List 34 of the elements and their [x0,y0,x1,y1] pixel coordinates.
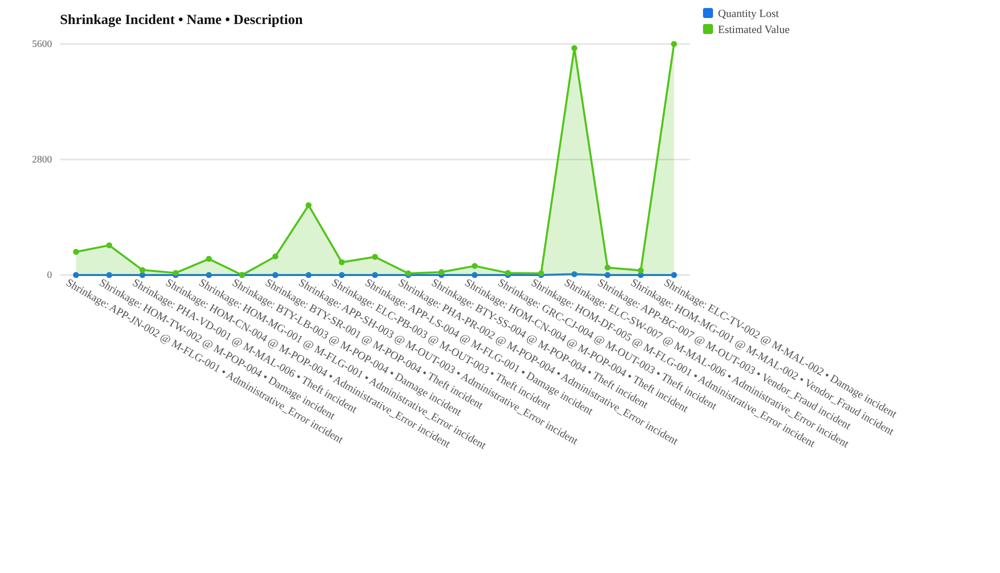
y-tick-label: 5600 [32,39,52,50]
point [638,267,644,274]
point [372,254,378,260]
point [504,270,511,276]
legend-label: Estimated Value [718,24,790,36]
point [571,45,578,52]
point [571,271,578,278]
point [206,256,212,262]
point [372,272,378,278]
point [671,272,677,278]
point [472,272,478,278]
point [671,41,677,47]
point [139,267,146,274]
point [472,262,478,269]
point [604,264,611,271]
chart-title: Shrinkage Incident • Name • Description [60,13,303,28]
point [272,272,278,278]
point [438,269,444,276]
y-tick-label: 0 [47,270,52,282]
legend-label: Quantity Lost [718,8,779,20]
point [338,259,345,266]
point [604,272,611,278]
point [73,248,79,255]
point [206,272,212,278]
point [139,272,146,278]
point [106,272,112,278]
point [338,272,345,278]
point [172,270,179,276]
point [106,242,112,248]
point [73,272,79,278]
point [306,202,312,208]
point [272,253,278,260]
point [306,272,312,278]
y-tick-label: 2800 [32,154,52,166]
